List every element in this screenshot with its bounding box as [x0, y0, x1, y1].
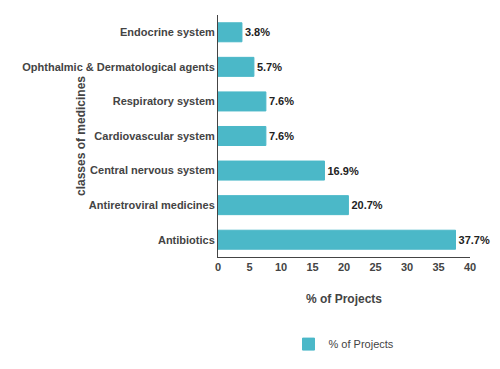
svg-text:5.7%: 5.7%	[257, 61, 282, 73]
svg-text:% of Projects: % of Projects	[329, 338, 394, 350]
svg-text:16.9%: 16.9%	[327, 165, 358, 177]
svg-text:Endocrine system: Endocrine system	[120, 26, 215, 38]
svg-text:0: 0	[215, 261, 221, 273]
svg-text:3.8%: 3.8%	[245, 26, 270, 38]
svg-text:7.6%: 7.6%	[269, 95, 294, 107]
svg-text:Central nervous system: Central nervous system	[90, 164, 215, 176]
svg-text:20.7%: 20.7%	[351, 199, 382, 211]
svg-text:25: 25	[369, 261, 381, 273]
svg-text:37.7%: 37.7%	[459, 234, 490, 246]
svg-text:Antiretroviral medicines: Antiretroviral medicines	[89, 199, 215, 211]
svg-text:% of Projects: % of Projects	[306, 292, 382, 306]
svg-text:7.6%: 7.6%	[269, 130, 294, 142]
svg-text:Antibiotics: Antibiotics	[158, 234, 215, 246]
svg-text:classes of medicines: classes of medicines	[74, 76, 88, 196]
svg-text:20: 20	[338, 261, 350, 273]
svg-text:5: 5	[246, 261, 252, 273]
svg-text:Ophthalmic & Dermatological ag: Ophthalmic & Dermatological agents	[22, 61, 215, 73]
svg-text:30: 30	[401, 261, 413, 273]
svg-text:Respiratory system: Respiratory system	[113, 95, 215, 107]
svg-text:Cardiovascular system: Cardiovascular system	[94, 130, 215, 142]
svg-text:40: 40	[464, 261, 476, 273]
svg-text:15: 15	[306, 261, 318, 273]
svg-text:35: 35	[432, 261, 444, 273]
svg-text:10: 10	[275, 261, 287, 273]
